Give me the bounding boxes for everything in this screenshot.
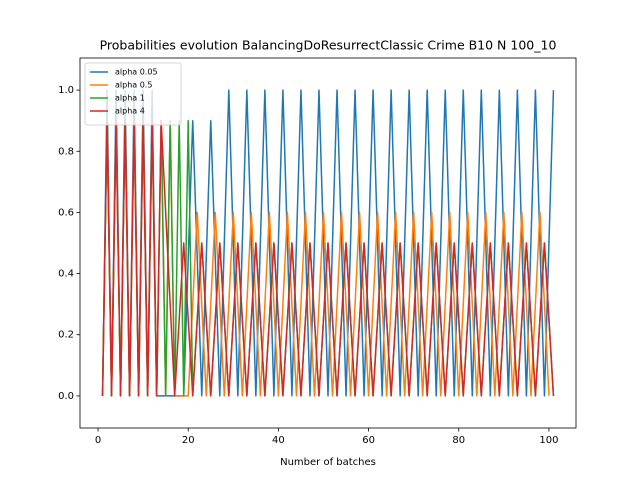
x-axis-label: Number of batches xyxy=(280,457,376,468)
plot-frame xyxy=(79,57,577,429)
y-tick-label: 1.0 xyxy=(58,85,74,96)
x-tick-label: 20 xyxy=(182,435,195,446)
y-tick-label: 0.2 xyxy=(58,330,74,341)
legend-box xyxy=(84,62,182,126)
y-tick-label: 0.0 xyxy=(58,391,74,402)
legend-text: alpha 1 xyxy=(115,94,145,103)
y-tick-label: 0.6 xyxy=(58,207,74,218)
x-tick-label: 0 xyxy=(95,435,101,446)
series-line xyxy=(101,119,555,397)
legend-text: alpha 0.05 xyxy=(115,68,158,77)
y-tick-label: 0.8 xyxy=(58,146,74,157)
x-tick-label: 40 xyxy=(272,435,285,446)
y-tick-label: 0.4 xyxy=(58,269,74,280)
chart-title: Probabilities evolution BalancingDoResur… xyxy=(100,38,557,53)
x-tick-label: 100 xyxy=(539,435,558,446)
x-tick-label: 80 xyxy=(452,435,465,446)
legend-text: alpha 4 xyxy=(115,107,145,116)
legend-text: alpha 0.5 xyxy=(115,81,152,90)
x-tick-label: 60 xyxy=(362,435,375,446)
